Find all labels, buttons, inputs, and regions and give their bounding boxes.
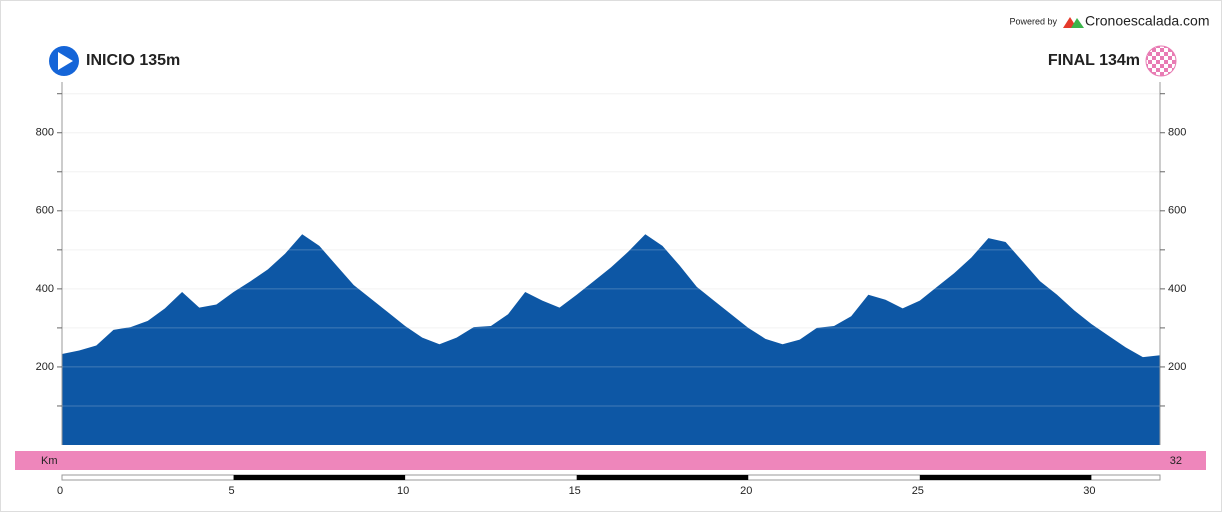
- x-tick-label: 5: [229, 485, 235, 497]
- x-tick-label: 0: [57, 485, 63, 497]
- x-tick-label: 10: [397, 485, 409, 497]
- total-distance: 32: [1170, 455, 1182, 467]
- powered-by: Powered by: [1009, 16, 1057, 26]
- x-tick-label: 15: [569, 485, 581, 497]
- scale-segment: [233, 475, 406, 480]
- elevation-area: [62, 234, 1160, 445]
- y-tick-label: 800: [1168, 127, 1186, 139]
- y-tick-label: 800: [36, 127, 54, 139]
- x-tick-label: 30: [1083, 485, 1095, 497]
- y-tick-label: 400: [1168, 283, 1186, 295]
- start-label: INICIO 135m: [86, 52, 180, 69]
- y-tick-label: 200: [36, 361, 54, 373]
- brand: Cronoescalada.com: [1085, 13, 1210, 29]
- start-icon: [49, 46, 79, 76]
- scale-segment: [576, 475, 749, 480]
- scale-segment: [919, 475, 1092, 480]
- brand-logo: [1063, 17, 1084, 28]
- y-tick-label: 400: [36, 283, 54, 295]
- x-axis-label: Km: [41, 455, 58, 467]
- y-tick-label: 200: [1168, 361, 1186, 373]
- x-tick-label: 25: [912, 485, 924, 497]
- y-tick-label: 600: [36, 205, 54, 217]
- end-label: FINAL 134m: [1048, 52, 1140, 69]
- km-band: [15, 451, 1206, 470]
- x-tick-label: 20: [740, 485, 752, 497]
- y-tick-label: 600: [1168, 205, 1186, 217]
- finish-icon: [1145, 45, 1177, 77]
